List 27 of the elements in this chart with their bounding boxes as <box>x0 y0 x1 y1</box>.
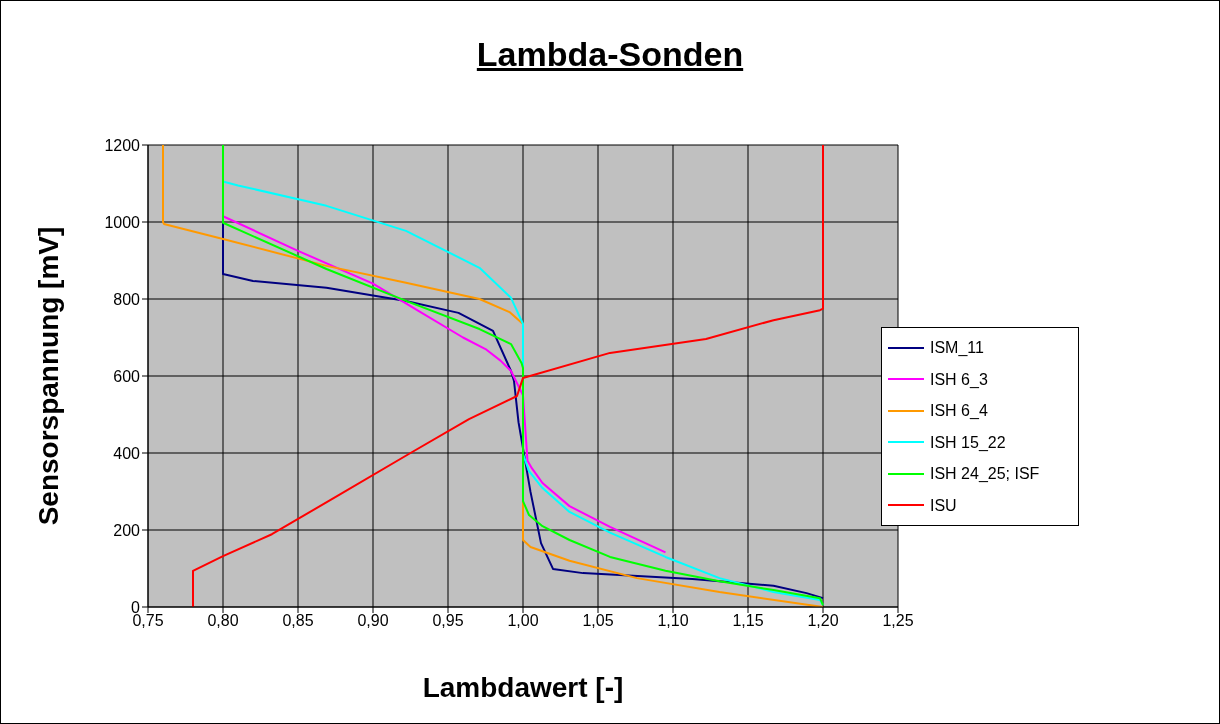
legend-label: ISH 15_22 <box>930 432 1006 453</box>
x-tick-label: 1,25 <box>882 612 914 630</box>
y-tick-label: 1000 <box>104 213 141 231</box>
legend-label: ISM_11 <box>930 338 984 358</box>
y-tick-label: 400 <box>113 444 141 462</box>
x-axis-title: Lambdawert [-] <box>422 672 624 703</box>
x-tick-label: 0,80 <box>207 612 239 630</box>
x-tick-label: 0,95 <box>432 612 464 630</box>
legend-label: ISH 6_3 <box>930 369 988 390</box>
y-tick-label: 200 <box>113 521 141 539</box>
line-series <box>222 215 667 554</box>
x-tick-label: 0,85 <box>282 612 314 630</box>
legend-label: ISU <box>930 495 957 516</box>
x-tick-label: 1,10 <box>657 612 689 630</box>
y-tick-label: 600 <box>113 367 141 385</box>
y-tick-label: 1200 <box>104 136 141 154</box>
legend-label: ISH 24_25; ISF <box>930 464 1040 484</box>
chart-title: Lambda-Sonden <box>475 35 745 74</box>
x-tick-label: 1,20 <box>807 612 839 630</box>
x-tick-label: 0,75 <box>132 612 164 630</box>
y-tick-label: 800 <box>113 290 141 308</box>
x-tick-label: 1,00 <box>507 612 539 630</box>
x-tick-label: 1,05 <box>582 612 614 630</box>
x-tick-label: 0,90 <box>357 612 389 630</box>
x-tick-label: 1,15 <box>732 612 764 630</box>
y-axis-title: Sensorspannung [mV] <box>32 226 64 526</box>
legend-label: ISH 6_4 <box>930 401 988 421</box>
